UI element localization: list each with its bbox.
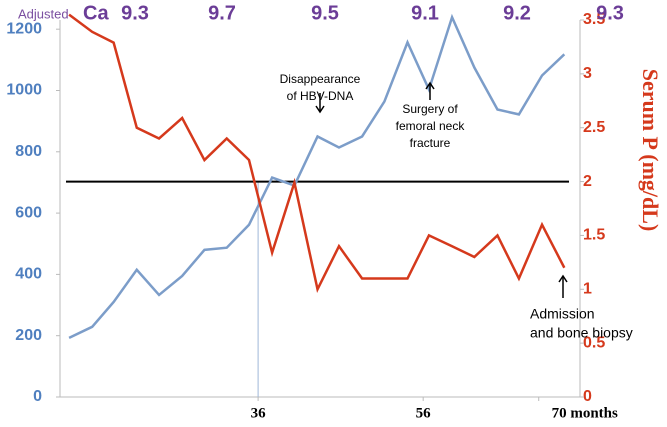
series-line xyxy=(68,13,566,294)
y2-tick-label: 2 xyxy=(583,173,592,190)
annotation: Disappearance xyxy=(280,72,361,86)
y2-tick-label: 0.5 xyxy=(583,334,605,351)
ca-value: 9.1 xyxy=(411,2,439,24)
ca-value: 9.5 xyxy=(311,2,339,24)
y-tick-label: 200 xyxy=(15,327,42,344)
y-tick-label: 800 xyxy=(15,143,42,160)
y-tick-label: 400 xyxy=(15,266,42,283)
ca-value: 9.3 xyxy=(121,2,149,24)
y2-tick-label: 1 xyxy=(583,281,592,298)
ca-value: 9.2 xyxy=(503,2,531,24)
ca-value: 9.3 xyxy=(596,2,624,24)
arrow-head xyxy=(558,274,568,283)
y-tick-label: 0 xyxy=(33,388,42,405)
x-tick-label: 36 xyxy=(251,405,267,421)
annotation: and bone biopsy xyxy=(530,325,633,341)
y2-tick-label: 3.5 xyxy=(583,11,605,28)
y2-axis-title: Serum P (mg/dL) xyxy=(638,69,663,232)
annotation: femoral neck xyxy=(396,119,466,133)
arrow-head xyxy=(425,81,435,90)
ca-prefix: Adjusted xyxy=(18,6,69,21)
y2-tick-label: 0 xyxy=(583,388,592,405)
x-tick-label: 70 months xyxy=(552,405,618,421)
y2-tick-label: 2.5 xyxy=(583,119,605,136)
y2-tick-label: 3 xyxy=(583,65,592,82)
annotation: Surgery of xyxy=(402,102,458,116)
ca-label: Ca xyxy=(83,2,109,24)
arrow-head xyxy=(315,105,325,114)
y-tick-label: 600 xyxy=(15,204,42,221)
y-tick-label: 1200 xyxy=(6,20,42,37)
y2-tick-label: 1.5 xyxy=(583,227,605,244)
y-tick-label: 1000 xyxy=(6,82,42,99)
ca-value: 9.7 xyxy=(208,2,236,24)
series-line xyxy=(68,13,566,339)
annotation: fracture xyxy=(410,136,451,150)
annotation: Admission xyxy=(530,306,595,322)
x-tick-label: 56 xyxy=(416,405,432,421)
